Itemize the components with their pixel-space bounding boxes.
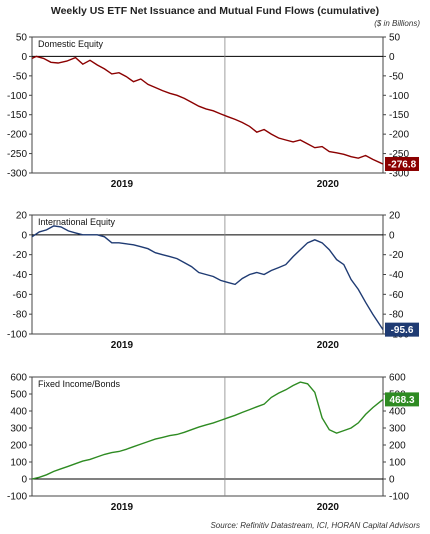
last-value-label: 468.3 (389, 395, 414, 406)
panel-title-2: International Equity (38, 217, 116, 227)
y-tick-label-right: 600 (389, 373, 406, 384)
y-tick-label-left: -200 (7, 130, 27, 141)
y-tick-label-right: 0 (389, 230, 395, 241)
units-label: ($ in Billions) (374, 19, 420, 28)
last-value-badge (385, 392, 419, 407)
y-tick-label-right: -250 (389, 149, 409, 160)
y-tick-label-right: -150 (389, 110, 409, 121)
y-tick-label-left: -40 (13, 270, 28, 281)
panel-title-3: Fixed Income/Bonds (38, 379, 121, 389)
y-tick-label-right: -100 (389, 91, 409, 102)
y-tick-label-right: -20 (389, 250, 404, 261)
y-tick-label-right: 0 (389, 52, 395, 63)
year-label-2019: 2019 (111, 502, 134, 513)
y-tick-label-right: 300 (389, 424, 406, 435)
year-label-2019: 2019 (111, 179, 134, 190)
y-tick-label-left: -60 (13, 290, 28, 301)
y-tick-label-left: 20 (16, 211, 28, 222)
y-tick-label-left: 600 (10, 373, 27, 384)
y-tick-label-right: -40 (389, 270, 404, 281)
year-label-2020: 2020 (317, 340, 340, 351)
series-line-1 (31, 55, 384, 165)
year-label-2020: 2020 (317, 502, 340, 513)
y-tick-label-left: -250 (7, 149, 27, 160)
y-tick-label-right: -50 (389, 71, 404, 82)
y-tick-label-right: -60 (389, 290, 404, 301)
chart-title: Weekly US ETF Net Issuance and Mutual Fu… (50, 5, 380, 17)
y-tick-label-right: -200 (389, 130, 409, 141)
y-tick-label-right: 50 (389, 33, 401, 44)
y-tick-label-right: -300 (389, 169, 409, 180)
y-tick-label-left: 100 (10, 458, 27, 469)
y-tick-label-right: -80 (389, 310, 404, 321)
y-tick-label-left: 200 (10, 441, 27, 452)
y-tick-label-right: 0 (389, 475, 395, 486)
y-tick-label-left: 0 (21, 475, 27, 486)
year-label-2020: 2020 (317, 179, 340, 190)
y-tick-label-right: -100 (389, 492, 409, 503)
y-tick-label-right: 200 (389, 441, 406, 452)
y-tick-label-right: 400 (389, 407, 406, 418)
panel-title-1: Domestic Equity (38, 39, 104, 49)
series-line-3 (31, 381, 384, 480)
last-value-badge (385, 322, 419, 337)
last-value-badge (385, 156, 419, 171)
y-tick-label-left: 500 (10, 390, 27, 401)
y-tick-label-left: -80 (13, 310, 28, 321)
y-tick-label-left: -150 (7, 110, 27, 121)
plot-area-3 (31, 376, 384, 497)
source-note: Source: Refinitiv Datastream, ICI, HORAN… (210, 521, 420, 530)
last-value-label: -276.8 (388, 160, 417, 171)
y-tick-label-left: -100 (7, 492, 27, 503)
y-tick-label-right: 20 (389, 211, 401, 222)
plot-area-1 (31, 36, 384, 174)
y-tick-label-left: -50 (13, 71, 28, 82)
y-tick-label-left: 0 (21, 52, 27, 63)
y-tick-label-left: -100 (7, 330, 27, 341)
y-tick-label-left: -300 (7, 169, 27, 180)
y-tick-label-left: 300 (10, 424, 27, 435)
y-tick-label-left: -20 (13, 250, 28, 261)
y-tick-label-left: 50 (16, 33, 28, 44)
series-line-2 (31, 225, 384, 330)
last-value-label: -95.6 (391, 325, 414, 336)
y-tick-label-left: 400 (10, 407, 27, 418)
year-label-2019: 2019 (111, 340, 134, 351)
y-tick-label-right: 100 (389, 458, 406, 469)
y-tick-label-left: -100 (7, 91, 27, 102)
y-tick-label-left: 0 (21, 230, 27, 241)
